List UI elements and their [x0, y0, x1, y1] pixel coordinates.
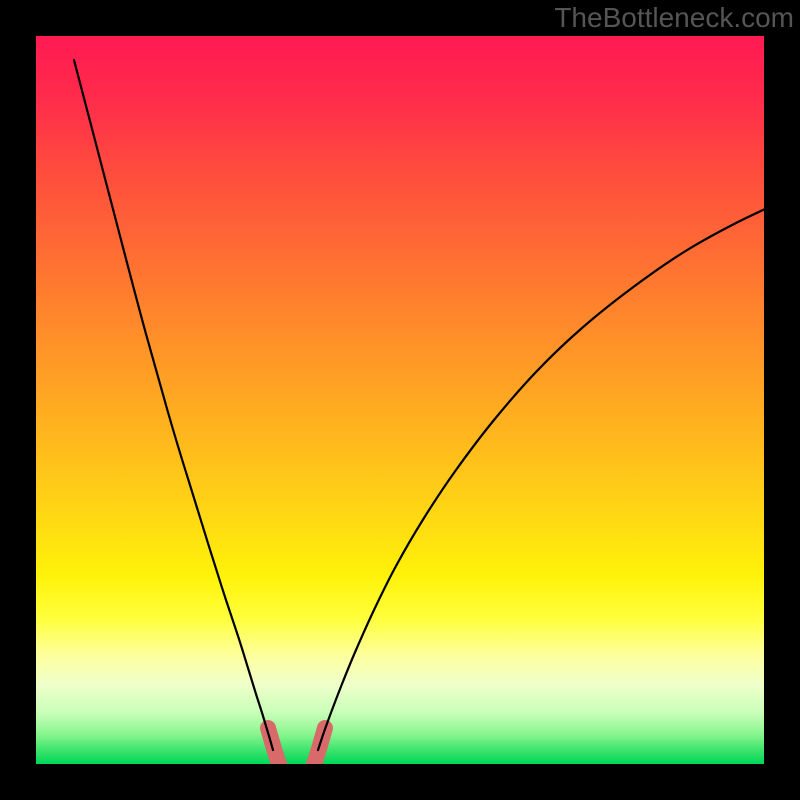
- chart-frame: [36, 36, 764, 764]
- watermark-text: TheBottleneck.com: [0, 0, 800, 34]
- right-curve: [318, 194, 764, 750]
- left-curve: [74, 60, 273, 750]
- valley-accent-path: [268, 728, 325, 764]
- curve-layer: [36, 36, 764, 764]
